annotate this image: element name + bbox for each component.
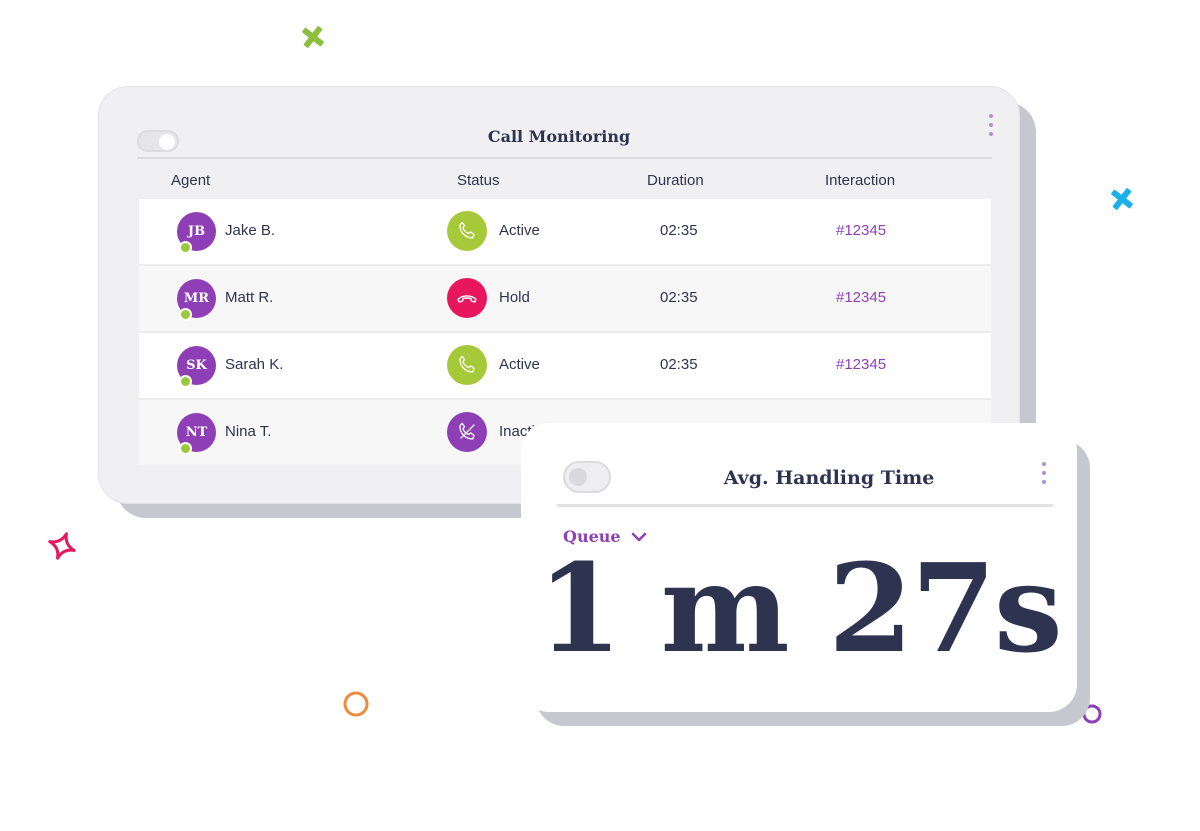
green-cross-decoration [302,26,324,48]
online-indicator [179,308,192,321]
call-monitoring-title: Call Monitoring [487,127,631,146]
toggle-knob [159,134,175,150]
pink-sparkle-decoration [48,532,76,560]
column-header-status: Status [457,172,500,189]
blue-cross-decoration [1111,188,1133,210]
orange-ring-decoration [343,691,369,717]
online-indicator [179,442,192,455]
agent-name: Nina T. [225,423,272,440]
interaction-link[interactable]: #12345 [836,356,887,373]
queue-dropdown[interactable]: Queue [563,527,647,546]
agent-name: Matt R. [225,289,274,306]
agent-name: Jake B. [225,222,276,239]
aht-toggle[interactable] [563,461,611,493]
phone-off-icon [447,412,487,452]
queue-label: Queue [563,527,621,546]
online-indicator [179,375,192,388]
aht-more-icon[interactable] [1041,462,1047,489]
phone-hangup-icon [447,278,487,318]
column-header-agent: Agent [171,172,211,189]
status-label: Active [499,222,540,239]
column-header-interaction: Interaction [825,172,896,189]
call-monitoring-toggle[interactable] [137,130,179,152]
phone-icon [447,211,487,251]
call-duration: 02:35 [660,289,698,306]
agent-name: Sarah K. [225,356,284,373]
toggle-knob [569,468,587,486]
call-monitoring-more-icon[interactable] [988,114,994,141]
interaction-link[interactable]: #12345 [836,222,887,239]
interaction-link[interactable]: #12345 [836,289,887,306]
call-duration: 02:35 [660,356,698,373]
status-label: Hold [499,289,530,306]
online-indicator [179,241,192,254]
aht-title: Avg. Handling Time [723,467,935,489]
column-header-duration: Duration [647,172,704,189]
phone-icon [447,345,487,385]
table-row[interactable]: MR Matt R. Hold 02:35 #12345 [139,266,991,333]
table-row[interactable]: SK Sarah K. Active 02:35 #12345 [139,333,991,400]
avg-handling-time-card: Avg. Handling Time Queue 1 m 27s [521,423,1077,712]
header-divider [137,157,992,159]
aht-divider [557,504,1053,507]
call-duration: 02:35 [660,222,698,239]
avg-handling-time-value: 1 m 27s [537,536,1062,680]
chevron-down-icon [631,532,646,541]
avatar: MR [177,279,216,318]
table-row[interactable]: JB Jake B. Active 02:35 #12345 [139,199,991,266]
status-label: Active [499,356,540,373]
